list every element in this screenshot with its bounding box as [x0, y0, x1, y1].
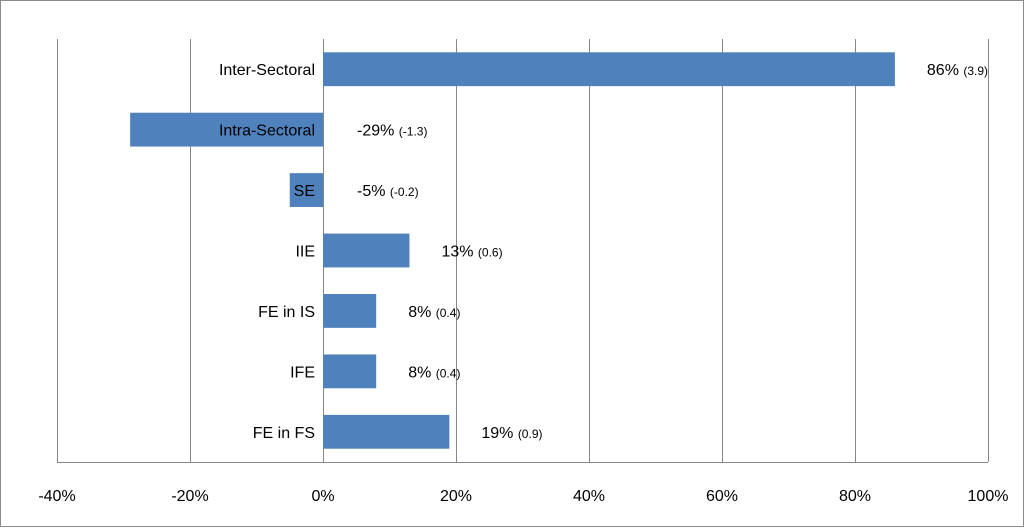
- x-tick-label: -40%: [38, 488, 75, 505]
- data-label: 19% (0.9): [481, 425, 542, 442]
- category-label: FE in IS: [258, 304, 315, 321]
- bar: [289, 173, 323, 207]
- data-label: 86% (3.9): [927, 62, 988, 79]
- bar: [323, 52, 895, 87]
- x-tick-label: -20%: [171, 488, 208, 505]
- data-label-percent: 8%: [408, 304, 436, 321]
- data-label: -5% (-0.2): [357, 183, 419, 200]
- category-label: Inter-Sectoral: [219, 62, 315, 79]
- x-axis-tick-labels: -40% -20% 0% 20% 40% 60% 80% 100%: [38, 488, 1008, 505]
- data-label: 8% (0.4): [408, 364, 460, 381]
- bar: [323, 233, 410, 268]
- bars: [130, 52, 895, 449]
- bar: [323, 414, 450, 449]
- data-label-secondary: (0.4): [436, 306, 461, 320]
- x-tick-label: 40%: [573, 488, 605, 505]
- bar: [323, 294, 377, 328]
- category-label: FE in FS: [253, 425, 315, 442]
- data-label: 13% (0.6): [441, 244, 502, 261]
- value-labels: 86% (3.9) -29% (-1.3) -5% (-0.2) 13% (0.6) 8…: [357, 62, 988, 442]
- data-label-secondary: (-0.2): [390, 185, 419, 199]
- x-tick-label: 20%: [440, 488, 472, 505]
- category-label: Intra-Sectoral: [219, 123, 315, 140]
- data-label-percent: -5%: [357, 183, 390, 200]
- category-label: SE: [294, 183, 315, 200]
- data-label: -29% (-1.3): [357, 123, 427, 140]
- bar: [130, 112, 323, 147]
- data-label-secondary: (-1.3): [399, 125, 428, 139]
- data-label-secondary: (3.9): [963, 64, 988, 78]
- x-tick-label: 100%: [968, 488, 1009, 505]
- category-label: IIE: [295, 244, 315, 261]
- data-label-secondary: (0.4): [436, 366, 461, 380]
- data-label-secondary: (0.6): [478, 246, 503, 260]
- data-label-percent: 13%: [441, 244, 477, 261]
- data-label-percent: 8%: [408, 364, 436, 381]
- category-labels: Inter-Sectoral Intra-Sectoral SE IIE FE in I…: [219, 62, 315, 442]
- category-label: IFE: [290, 364, 315, 381]
- x-tick-label: 0%: [311, 488, 334, 505]
- data-label-percent: -29%: [357, 123, 399, 140]
- x-tick-label: 80%: [839, 488, 871, 505]
- x-tick-label: 60%: [706, 488, 738, 505]
- data-label-percent: 86%: [927, 62, 963, 79]
- bar: [323, 354, 377, 389]
- data-label: 8% (0.4): [408, 304, 460, 321]
- gridlines: [57, 39, 989, 463]
- data-label-secondary: (0.9): [518, 427, 543, 441]
- data-label-percent: 19%: [481, 425, 517, 442]
